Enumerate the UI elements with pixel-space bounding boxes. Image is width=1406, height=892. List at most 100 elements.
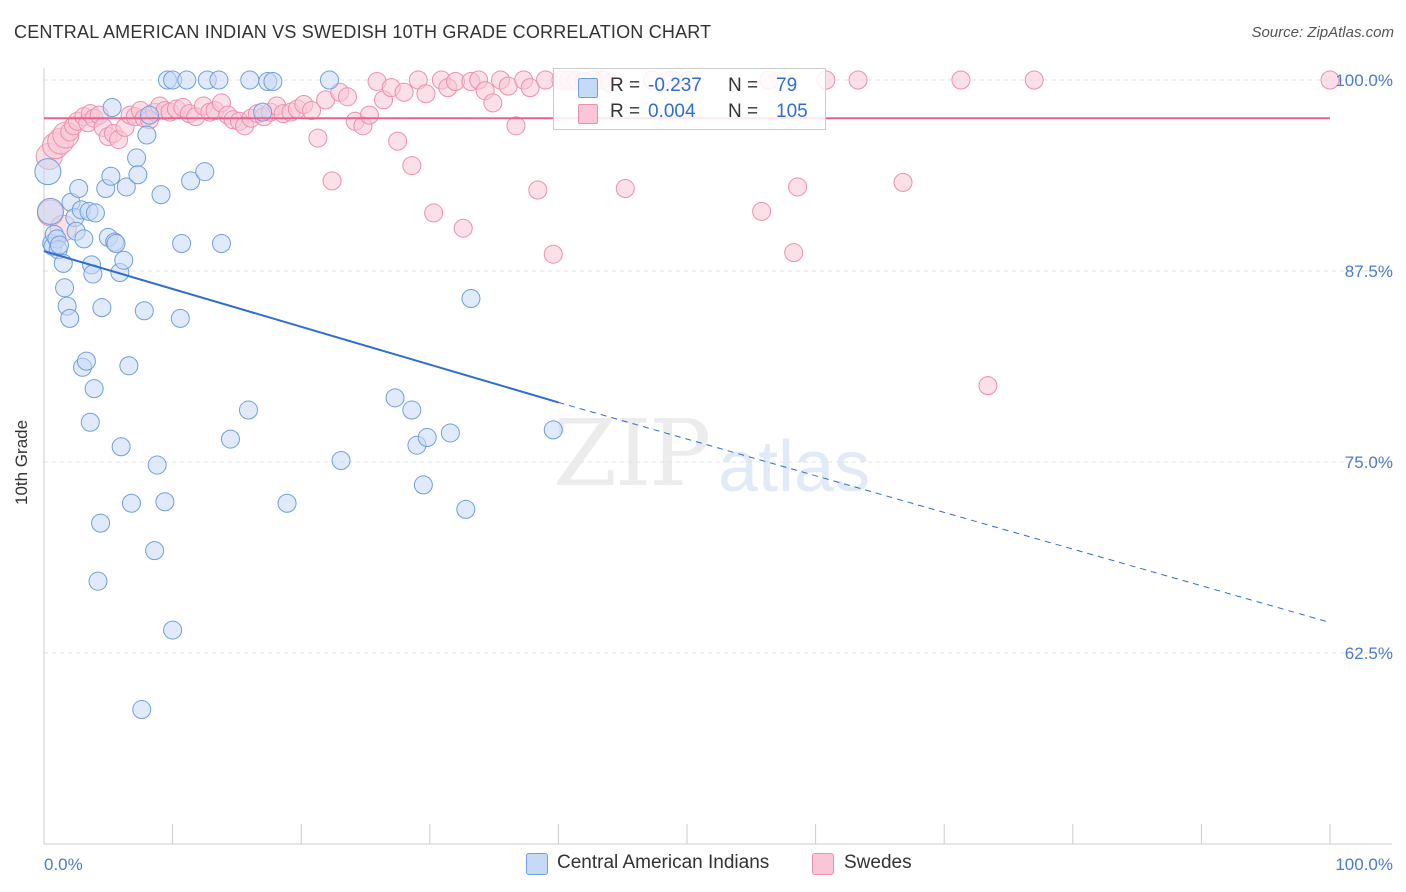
data-point-swedes xyxy=(424,203,444,223)
data-point-central-american-indians xyxy=(253,102,273,122)
series-legend: Central American Indians Swedes xyxy=(0,852,1406,878)
data-point-swedes xyxy=(978,376,998,396)
data-point-central-american-indians xyxy=(172,233,192,253)
data-point-swedes xyxy=(402,156,422,176)
data-point-swedes xyxy=(388,131,408,151)
data-point-swedes xyxy=(788,177,808,197)
data-point-central-american-indians xyxy=(121,493,141,513)
data-point-swedes xyxy=(337,87,357,107)
data-point-central-american-indians xyxy=(263,72,283,92)
data-point-central-american-indians xyxy=(132,700,152,720)
data-point-swedes xyxy=(308,128,328,148)
data-point-central-american-indians xyxy=(543,420,563,440)
data-point-central-american-indians xyxy=(127,148,147,168)
data-point-swedes xyxy=(893,172,913,192)
data-point-swedes xyxy=(506,116,526,136)
data-point-central-american-indians xyxy=(177,70,197,90)
legend-r-label: R = xyxy=(610,75,641,96)
data-point-swedes xyxy=(951,70,971,90)
data-point-central-american-indians xyxy=(277,493,297,513)
y-tick-label: 62.5% xyxy=(1345,644,1393,663)
data-point-central-american-indians xyxy=(91,513,111,533)
legend-n-label: N = xyxy=(728,75,759,96)
data-point-central-american-indians xyxy=(101,166,121,186)
legend-r-value: 0.004 xyxy=(648,101,696,122)
series-label: Swedes xyxy=(844,852,912,873)
data-point-swedes xyxy=(784,243,804,263)
legend-n-label: N = xyxy=(728,101,759,122)
data-point-central-american-indians xyxy=(128,165,148,185)
y-tick-label: 87.5% xyxy=(1345,262,1393,281)
data-point-central-american-indians xyxy=(413,475,433,495)
data-point-central-american-indians xyxy=(34,158,62,186)
data-point-central-american-indians xyxy=(211,233,231,253)
legend-row-central-american-indians: R = -0.237 N = 79 xyxy=(554,75,825,101)
data-point-central-american-indians xyxy=(84,379,104,399)
data-point-central-american-indians xyxy=(155,492,175,512)
data-point-central-american-indians xyxy=(385,388,405,408)
series-swatch-pink xyxy=(812,853,834,875)
data-point-swedes xyxy=(520,78,540,98)
data-point-central-american-indians xyxy=(114,250,134,270)
data-point-central-american-indians xyxy=(238,400,258,420)
data-point-central-american-indians xyxy=(220,429,240,449)
x-tick-label: 100.0% xyxy=(1335,855,1393,874)
legend-n-value: 79 xyxy=(776,75,798,96)
data-point-central-american-indians xyxy=(195,162,215,182)
data-point-swedes xyxy=(615,178,635,198)
x-tick-label: 0.0% xyxy=(44,855,83,874)
data-point-central-american-indians xyxy=(170,308,190,328)
data-point-central-american-indians xyxy=(134,301,154,321)
data-point-central-american-indians xyxy=(76,351,96,371)
data-point-central-american-indians xyxy=(137,125,157,145)
grid xyxy=(44,79,1392,654)
trend-line-central-american-indians xyxy=(43,250,559,404)
data-point-swedes xyxy=(528,180,548,200)
data-point-central-american-indians xyxy=(36,197,64,225)
data-point-central-american-indians xyxy=(209,70,229,90)
data-point-central-american-indians xyxy=(440,423,460,443)
chart-title: CENTRAL AMERICAN INDIAN VS SWEDISH 10TH … xyxy=(14,22,712,42)
data-point-central-american-indians xyxy=(319,70,339,90)
central-american-indians-points xyxy=(34,70,563,720)
legend-swatch-blue xyxy=(578,78,598,98)
data-point-central-american-indians xyxy=(111,437,131,457)
data-point-swedes xyxy=(543,244,563,264)
legend-row-swedes: R = 0.004 N = 105 xyxy=(554,101,825,127)
data-point-swedes xyxy=(301,101,321,121)
series-label: Central American Indians xyxy=(557,852,770,873)
series-swatch-blue xyxy=(526,853,548,875)
data-point-swedes xyxy=(416,84,436,104)
data-point-swedes xyxy=(1320,70,1340,90)
data-point-central-american-indians xyxy=(151,185,171,205)
data-point-swedes xyxy=(453,218,473,238)
data-point-central-american-indians xyxy=(119,356,139,376)
data-point-central-american-indians xyxy=(69,178,89,198)
watermark-zip: ZIP xyxy=(553,400,711,507)
data-point-central-american-indians xyxy=(417,428,437,448)
correlation-legend: R = -0.237 N = 79 R = 0.004 N = 105 xyxy=(553,68,826,130)
source-label: Source: ZipAtlas.com xyxy=(1251,24,1394,41)
data-point-central-american-indians xyxy=(145,541,165,561)
axes xyxy=(43,68,1392,845)
data-point-swedes xyxy=(1024,70,1044,90)
data-point-central-american-indians xyxy=(106,233,126,253)
data-point-central-american-indians xyxy=(461,289,481,309)
legend-r-label: R = xyxy=(610,101,641,122)
data-point-central-american-indians xyxy=(80,412,100,432)
legend-r-value: -0.237 xyxy=(648,75,702,96)
data-point-central-american-indians xyxy=(85,203,105,223)
data-point-central-american-indians xyxy=(147,455,167,475)
data-point-central-american-indians xyxy=(88,571,108,591)
data-point-central-american-indians xyxy=(116,177,136,197)
data-point-swedes xyxy=(752,201,772,221)
legend-swatch-pink xyxy=(578,104,598,124)
data-point-central-american-indians xyxy=(163,620,183,640)
data-point-central-american-indians xyxy=(456,499,476,519)
watermark-atlas: atlas xyxy=(718,427,871,507)
trend-lines xyxy=(43,117,1331,623)
trend-line-extension xyxy=(558,401,1331,623)
data-point-swedes xyxy=(483,93,503,113)
y-tick-label: 100.0% xyxy=(1335,71,1393,90)
